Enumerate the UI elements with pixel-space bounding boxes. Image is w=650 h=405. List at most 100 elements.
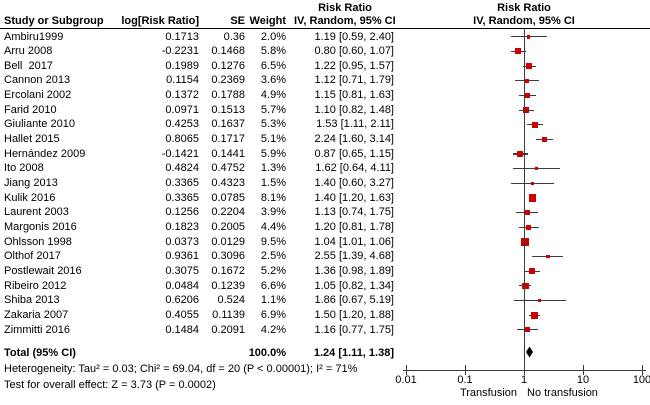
study-logrr: 0.0971 xyxy=(165,103,199,116)
study-row: Ambiru1999 0.1713 0.36 2.0% 1.19 [0.59, 2.40… xyxy=(0,30,650,45)
col-header-weight: Weight xyxy=(249,15,286,27)
study-weight: 1.3% xyxy=(260,162,286,175)
study-row: Giuliante 2010 0.4253 0.1637 5.3% 1.53 [1.11… xyxy=(0,117,650,132)
total-weight: 100.0% xyxy=(248,347,286,359)
overall-effect-text: Test for overall effect: Z = 3.73 (P = 0… xyxy=(4,379,216,391)
axis-tick xyxy=(641,365,643,375)
study-name: Postlewait 2016 xyxy=(4,264,82,277)
study-name: Hernández 2009 xyxy=(4,147,86,160)
study-ci-text: 1.22 [0.95, 1.57] xyxy=(314,59,394,72)
effect-marker xyxy=(515,48,522,55)
study-row: Laurent 2003 0.1256 0.2204 3.9% 1.13 [0.74, … xyxy=(0,205,650,220)
study-name: Bell 2017 xyxy=(4,59,53,72)
effect-marker xyxy=(524,210,530,216)
study-ci-text: 1.19 [0.59, 2.40] xyxy=(314,30,394,43)
effect-marker xyxy=(546,254,550,259)
axis-tick-label: 1 xyxy=(520,374,528,386)
study-se: 0.1239 xyxy=(211,279,245,292)
effect-marker xyxy=(523,107,530,114)
study-name: Cannon 2013 xyxy=(4,74,71,87)
study-logrr: 0.1154 xyxy=(166,74,199,87)
study-name: Giuliante 2010 xyxy=(4,118,75,131)
study-se: 0.2369 xyxy=(211,74,245,87)
study-logrr: 0.1823 xyxy=(165,220,199,233)
heterogeneity-text: Heterogeneity: Tau² = 0.03; Chi² = 69.04… xyxy=(4,363,358,375)
study-name: Margonis 2016 xyxy=(4,220,77,233)
study-name: Ohlsson 1998 xyxy=(4,235,72,248)
study-se: 0.1637 xyxy=(211,118,245,131)
effect-marker xyxy=(520,237,530,247)
col-header-logrr: log[Risk Ratio] xyxy=(121,15,199,27)
study-row: Ribeiro 2012 0.0484 0.1239 6.6% 1.05 [0.82, … xyxy=(0,279,650,294)
study-ci-text: 1.40 [0.60, 3.27] xyxy=(314,177,394,189)
study-weight: 1.5% xyxy=(260,177,286,189)
study-weight: 5.3% xyxy=(260,118,286,131)
study-se: 0.1468 xyxy=(211,45,245,58)
study-row: Farid 2010 0.0971 0.1513 5.7% 1.10 [0.82, 1.… xyxy=(0,103,650,118)
study-weight: 6.5% xyxy=(260,59,286,72)
study-logrr: -0.1421 xyxy=(161,147,199,160)
study-row: Olthof 2017 0.9361 0.3096 2.5% 2.55 [1.39, 4… xyxy=(0,249,650,264)
effect-marker xyxy=(526,224,532,230)
col-header-study: Study or Subgroup xyxy=(4,15,104,27)
study-ci-text: 1.10 [0.82, 1.48] xyxy=(314,103,394,116)
effect-marker xyxy=(525,327,531,333)
study-logrr: -0.2231 xyxy=(161,45,199,58)
effect-marker xyxy=(526,35,531,39)
study-se: 0.4752 xyxy=(211,162,245,175)
study-weight: 1.1% xyxy=(260,294,286,307)
study-name: Olthof 2017 xyxy=(4,250,61,263)
study-ci-text: 2.55 [1.39, 4.68] xyxy=(314,250,394,263)
study-row: Ercolani 2002 0.1372 0.1788 4.9% 1.15 [0.81,… xyxy=(0,88,650,103)
effect-marker xyxy=(528,194,537,202)
study-ci-text: 1.62 [0.64, 4.11] xyxy=(315,162,394,175)
col-header-se: SE xyxy=(230,15,245,27)
study-logrr: 0.9361 xyxy=(165,250,199,263)
axis-tick-label: 10 xyxy=(576,374,590,386)
study-ci-text: 1.05 [0.82, 1.34] xyxy=(314,279,394,292)
study-row: Hernández 2009 -0.1421 0.1441 5.9% 0.87 [0.6… xyxy=(0,147,650,162)
axis-tick-label: 0.1 xyxy=(457,374,473,386)
study-name: Ito 2008 xyxy=(4,162,44,175)
axis-tick xyxy=(464,365,466,375)
study-se: 0.36 xyxy=(223,30,245,43)
study-se: 0.1276 xyxy=(211,59,245,72)
study-se: 0.2204 xyxy=(211,206,245,219)
study-se: 0.1139 xyxy=(212,308,245,321)
effect-marker xyxy=(524,78,530,84)
study-se: 0.2005 xyxy=(211,220,245,233)
header-rule xyxy=(0,28,650,29)
study-logrr: 0.6206 xyxy=(165,294,199,307)
x-axis-line xyxy=(403,369,646,371)
study-ci-text: 1.15 [0.81, 1.63] xyxy=(314,89,394,102)
study-weight: 3.6% xyxy=(260,74,286,87)
study-name: Ribeiro 2012 xyxy=(4,279,67,292)
study-name: Kulik 2016 xyxy=(4,191,56,204)
study-logrr: 0.3365 xyxy=(165,191,199,204)
study-logrr: 0.4253 xyxy=(165,118,199,131)
center-line xyxy=(523,29,525,370)
axis-label-right: No transfusion xyxy=(527,387,598,399)
study-row: Postlewait 2016 0.3075 0.1672 5.2% 1.36 [0.9… xyxy=(0,264,650,279)
study-ci-text: 1.13 [0.74, 1.75] xyxy=(314,206,394,219)
study-se: 0.0785 xyxy=(211,191,245,204)
study-row: Shiba 2013 0.6206 0.524 1.1% 1.86 [0.67, 5.1… xyxy=(0,293,650,308)
study-row: Ohlsson 1998 0.0373 0.0129 9.5% 1.04 [1.01, … xyxy=(0,235,650,250)
study-row: Kulik 2016 0.3365 0.0785 8.1% 1.40 [1.20, 1.… xyxy=(0,191,650,206)
axis-tick-label: 0.01 xyxy=(395,374,417,386)
study-name: Ercolani 2002 xyxy=(4,89,72,102)
effect-marker xyxy=(524,92,531,99)
effect-marker xyxy=(541,136,548,143)
study-name: Laurent 2003 xyxy=(4,206,69,219)
study-logrr: 0.0373 xyxy=(165,235,199,248)
study-weight: 3.9% xyxy=(260,206,286,219)
study-weight: 4.4% xyxy=(260,220,286,233)
study-name: Hallet 2015 xyxy=(4,133,60,146)
study-ci-text: 1.04 [1.01, 1.06] xyxy=(314,235,394,248)
study-weight: 9.5% xyxy=(260,235,286,248)
study-name: Shiba 2013 xyxy=(4,294,60,307)
axis-tick-label: 100 xyxy=(632,374,650,386)
study-row: Margonis 2016 0.1823 0.2005 4.4% 1.20 [0.81,… xyxy=(0,220,650,235)
study-name: Farid 2010 xyxy=(4,103,57,116)
